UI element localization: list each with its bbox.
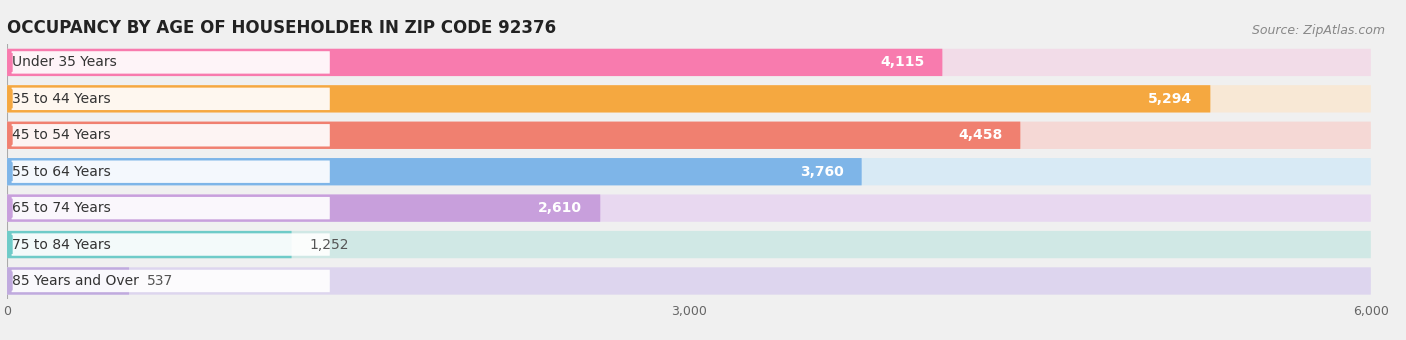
FancyBboxPatch shape <box>7 85 1211 113</box>
FancyBboxPatch shape <box>7 231 291 258</box>
FancyBboxPatch shape <box>11 88 330 110</box>
FancyBboxPatch shape <box>11 197 330 219</box>
Text: Source: ZipAtlas.com: Source: ZipAtlas.com <box>1251 24 1385 37</box>
Text: 1,252: 1,252 <box>309 238 349 252</box>
FancyBboxPatch shape <box>7 158 1371 185</box>
FancyBboxPatch shape <box>7 85 1371 113</box>
Text: 4,458: 4,458 <box>957 128 1002 142</box>
Text: 65 to 74 Years: 65 to 74 Years <box>11 201 111 215</box>
FancyBboxPatch shape <box>7 194 1371 222</box>
Text: 45 to 54 Years: 45 to 54 Years <box>11 128 110 142</box>
Text: 2,610: 2,610 <box>538 201 582 215</box>
Text: 75 to 84 Years: 75 to 84 Years <box>11 238 111 252</box>
FancyBboxPatch shape <box>7 267 1371 295</box>
FancyBboxPatch shape <box>7 194 600 222</box>
FancyBboxPatch shape <box>7 49 942 76</box>
FancyBboxPatch shape <box>7 122 1021 149</box>
FancyBboxPatch shape <box>11 160 330 183</box>
Text: 4,115: 4,115 <box>880 55 924 69</box>
FancyBboxPatch shape <box>7 158 862 185</box>
Text: 5,294: 5,294 <box>1149 92 1192 106</box>
Text: OCCUPANCY BY AGE OF HOUSEHOLDER IN ZIP CODE 92376: OCCUPANCY BY AGE OF HOUSEHOLDER IN ZIP C… <box>7 19 557 37</box>
Text: 3,760: 3,760 <box>800 165 844 179</box>
FancyBboxPatch shape <box>11 233 330 256</box>
FancyBboxPatch shape <box>11 270 330 292</box>
Text: 85 Years and Over: 85 Years and Over <box>11 274 139 288</box>
Text: 55 to 64 Years: 55 to 64 Years <box>11 165 111 179</box>
FancyBboxPatch shape <box>7 49 1371 76</box>
FancyBboxPatch shape <box>11 124 330 147</box>
FancyBboxPatch shape <box>11 51 330 74</box>
Text: Under 35 Years: Under 35 Years <box>11 55 117 69</box>
FancyBboxPatch shape <box>7 267 129 295</box>
Text: 537: 537 <box>148 274 173 288</box>
FancyBboxPatch shape <box>7 231 1371 258</box>
FancyBboxPatch shape <box>7 122 1371 149</box>
Text: 35 to 44 Years: 35 to 44 Years <box>11 92 110 106</box>
